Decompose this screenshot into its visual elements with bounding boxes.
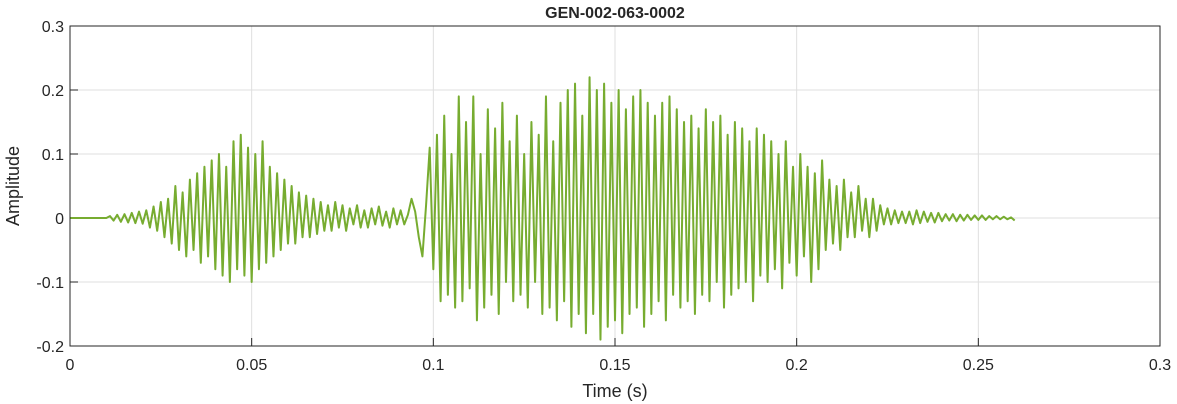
waveform-line (70, 76, 1016, 341)
x-tick-label: 0.2 (786, 357, 808, 374)
y-tick-label: -0.1 (36, 275, 64, 292)
x-axis-label: Time (s) (582, 381, 647, 401)
x-tick-label: 0.3 (1149, 357, 1171, 374)
axes-box (69, 25, 1161, 347)
chart-title: GEN-002-063-0002 (545, 5, 685, 22)
y-tick-label: 0.3 (42, 19, 64, 36)
y-axis-label: Amplitude (3, 146, 23, 226)
y-tick-label: 0.2 (42, 83, 64, 100)
x-tick-label: 0.05 (236, 357, 267, 374)
x-tick-label: 0.25 (963, 357, 994, 374)
y-tick-label: 0.1 (42, 147, 64, 164)
x-tick-label: 0 (66, 357, 75, 374)
x-tick-label: 0.15 (599, 357, 630, 374)
y-tick-label: -0.2 (36, 339, 64, 356)
y-tick-label: 0 (55, 211, 64, 228)
x-tick-label: 0.1 (422, 357, 444, 374)
